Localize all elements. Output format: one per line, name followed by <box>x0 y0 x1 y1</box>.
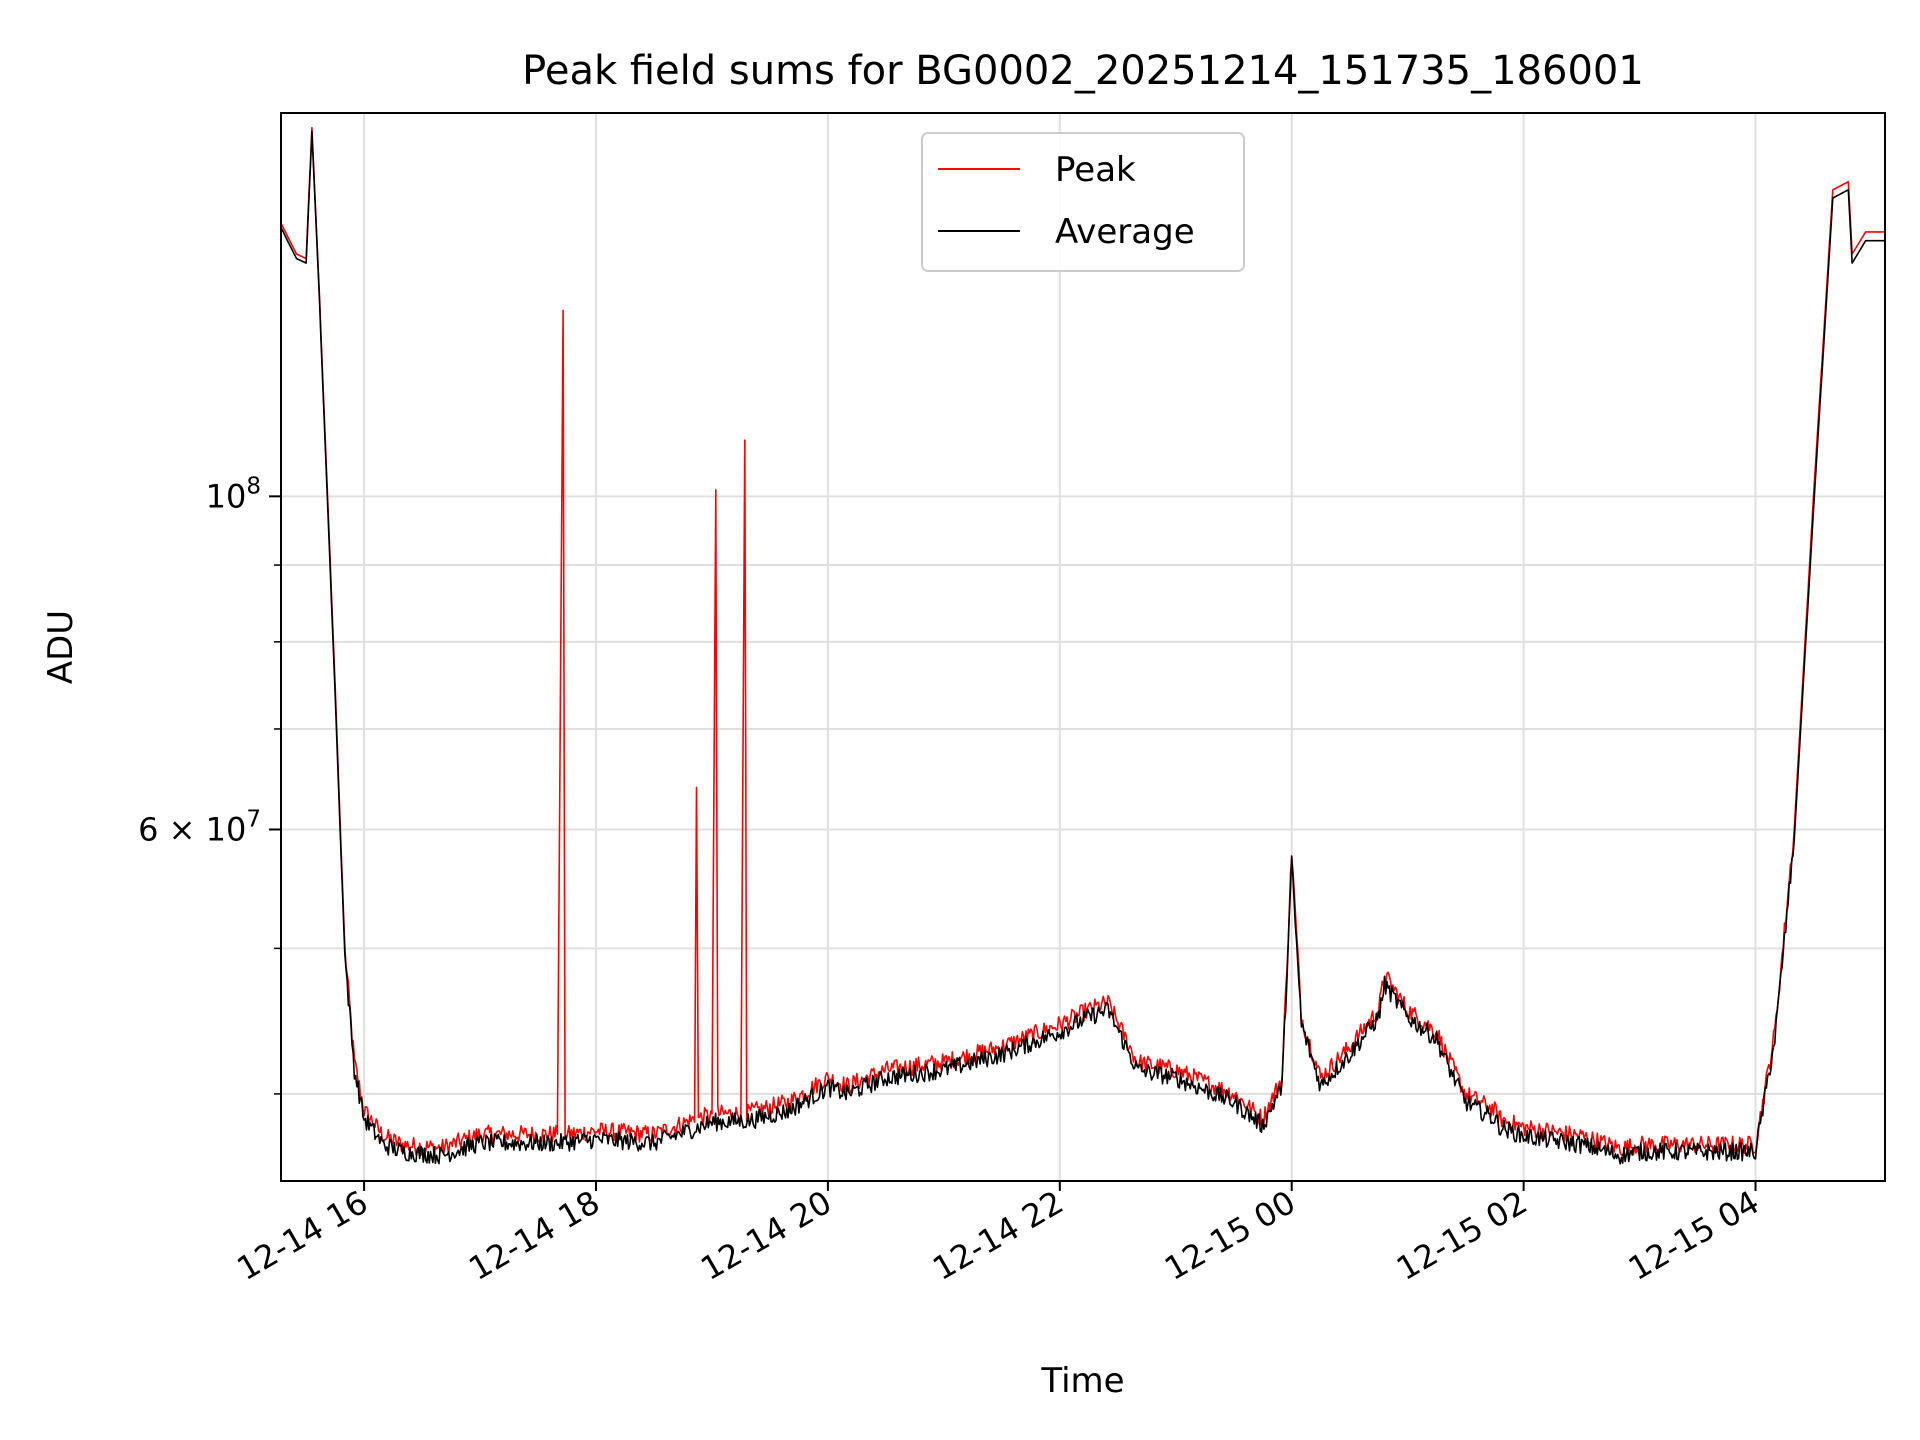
x-axis-label: Time <box>1040 1361 1124 1401</box>
plot-frame <box>280 112 1886 1182</box>
grid <box>281 113 1885 1181</box>
legend: Peak Average <box>921 132 1245 272</box>
y-axis-label: ADU <box>41 610 81 684</box>
legend-label-average: Average <box>1055 212 1195 252</box>
y-tick-label: 6 × 107 <box>138 806 261 848</box>
legend-box <box>921 132 1245 272</box>
chart-title: Peak field sums for BG0002_20251214_1517… <box>522 48 1644 94</box>
series-layer <box>280 126 1885 1165</box>
series-line-average <box>280 130 1885 1165</box>
y-tick-label: 108 <box>206 473 261 515</box>
legend-label-peak: Peak <box>1055 150 1136 190</box>
